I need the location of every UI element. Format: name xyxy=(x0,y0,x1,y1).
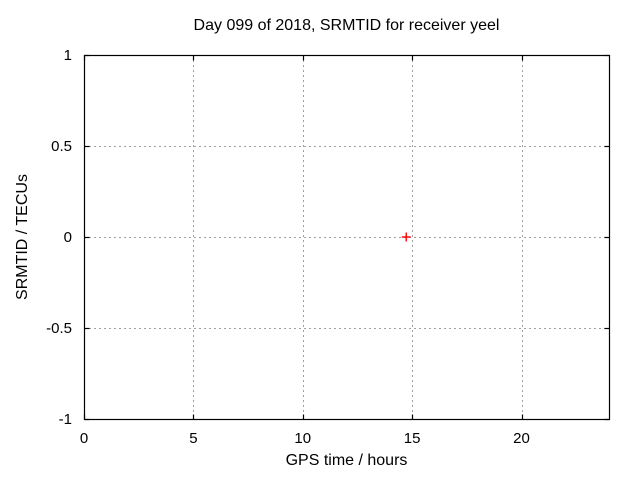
x-tick-label: 0 xyxy=(80,430,88,447)
x-tick-label: 15 xyxy=(404,430,421,447)
x-tick-labels: 0 5 10 15 20 xyxy=(80,430,530,447)
y-tick-label: -0.5 xyxy=(46,320,72,337)
plot-border xyxy=(83,54,611,421)
y-tick-label: 0.5 xyxy=(51,138,72,155)
y-tick-label: 1 xyxy=(64,47,72,64)
grid-lines xyxy=(84,55,609,419)
x-tick-label: 20 xyxy=(513,430,530,447)
y-tick-label: -1 xyxy=(59,411,72,428)
x-axis-label: GPS time / hours xyxy=(286,452,408,469)
data-points xyxy=(401,232,411,242)
x-tick-label: 10 xyxy=(294,430,311,447)
y-tick-label: 0 xyxy=(64,229,72,246)
chart-title: Day 099 of 2018, SRMTID for receiver yee… xyxy=(194,17,500,34)
y-tick-labels: -1 -0.5 0 0.5 1 xyxy=(46,47,72,428)
data-point-marker xyxy=(401,232,411,242)
y-axis-label: SRMTID / TECUs xyxy=(14,174,31,300)
x-tick-label: 5 xyxy=(189,430,197,447)
